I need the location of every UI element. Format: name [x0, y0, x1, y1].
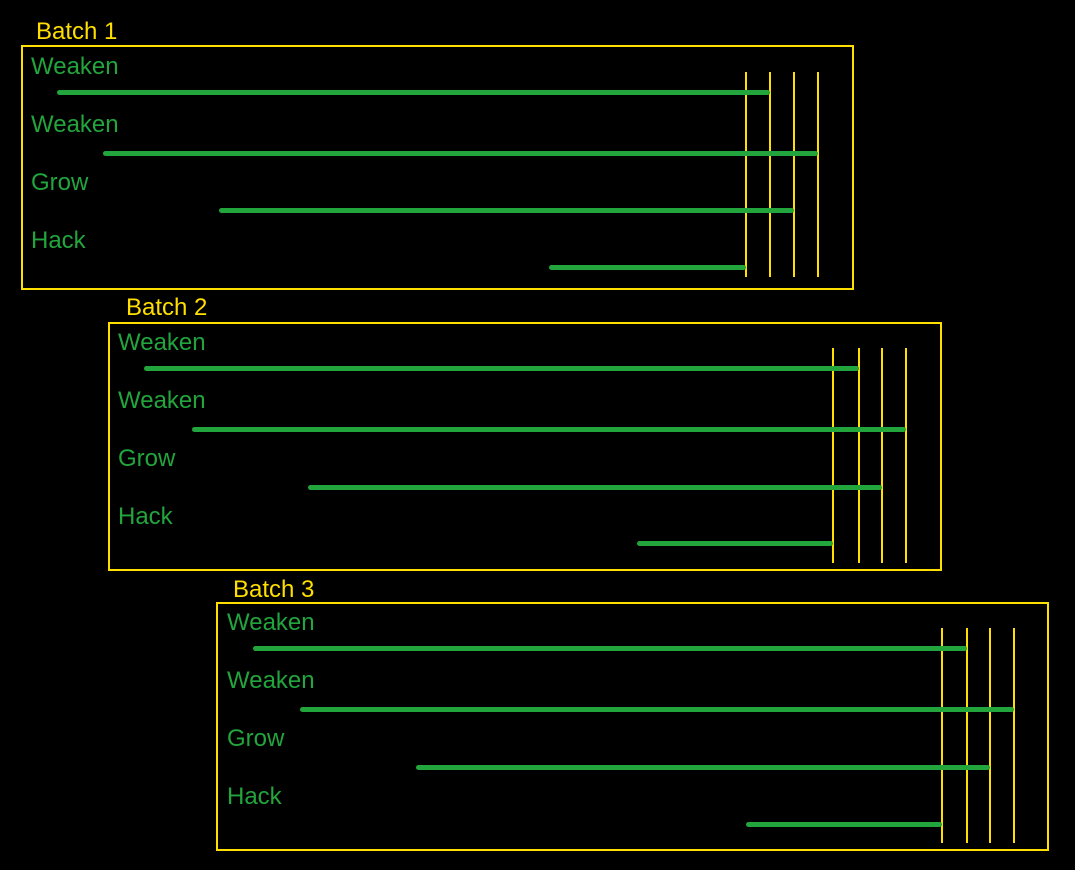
batch-1-finish-line-1: [745, 72, 747, 277]
batch-3-finish-line-1: [941, 628, 943, 843]
batch-3-finish-line-2: [966, 628, 968, 843]
batch-2-finish-line-4: [905, 348, 907, 563]
batch-1-weaken-1-bar: [57, 90, 770, 95]
batch-1-hack-bar: [549, 265, 746, 270]
batch-2-hack-bar: [637, 541, 833, 546]
batch-3-title: Batch 3: [233, 576, 315, 603]
batch-3-grow-bar: [416, 765, 990, 770]
batch-3-grow-label: Grow: [227, 725, 285, 752]
batch-2-finish-line-1: [832, 348, 834, 563]
batch-1-box: [21, 45, 854, 290]
batch-3-box: [216, 602, 1049, 851]
batch-3-hack-label: Hack: [227, 783, 282, 810]
batch-2-title: Batch 2: [126, 294, 208, 321]
batch-2-grow-bar: [308, 485, 882, 490]
batch-3-weaken-2-label: Weaken: [227, 667, 315, 694]
batch-3-weaken-2-bar: [300, 707, 1014, 712]
batch-1-finish-line-2: [769, 72, 771, 277]
batch-3-finish-line-4: [1013, 628, 1015, 843]
batch-1-grow-label: Grow: [31, 169, 89, 196]
batch-2-finish-line-3: [881, 348, 883, 563]
batch-1-grow-bar: [219, 208, 794, 213]
batch-3-weaken-1-label: Weaken: [227, 609, 315, 636]
batch-1-finish-line-4: [817, 72, 819, 277]
batch-2-weaken-1-bar: [144, 366, 859, 371]
batch-2-grow-label: Grow: [118, 445, 176, 472]
batch-2-finish-line-2: [858, 348, 860, 563]
batch-3-weaken-1-bar: [253, 646, 967, 651]
batch-1-weaken-2-bar: [103, 151, 818, 156]
batch-1-finish-line-3: [793, 72, 795, 277]
batch-3-finish-line-3: [989, 628, 991, 843]
batch-3-hack-bar: [746, 822, 942, 827]
batch-1-hack-label: Hack: [31, 227, 86, 254]
batch-2-hack-label: Hack: [118, 503, 173, 530]
batch-2-weaken-2-bar: [192, 427, 906, 432]
batch-2-weaken-2-label: Weaken: [118, 387, 206, 414]
batch-2-box: [108, 322, 942, 571]
batch-2-weaken-1-label: Weaken: [118, 329, 206, 356]
batch-1-weaken-2-label: Weaken: [31, 111, 119, 138]
batch-1-weaken-1-label: Weaken: [31, 53, 119, 80]
batch-1-title: Batch 1: [36, 18, 118, 45]
